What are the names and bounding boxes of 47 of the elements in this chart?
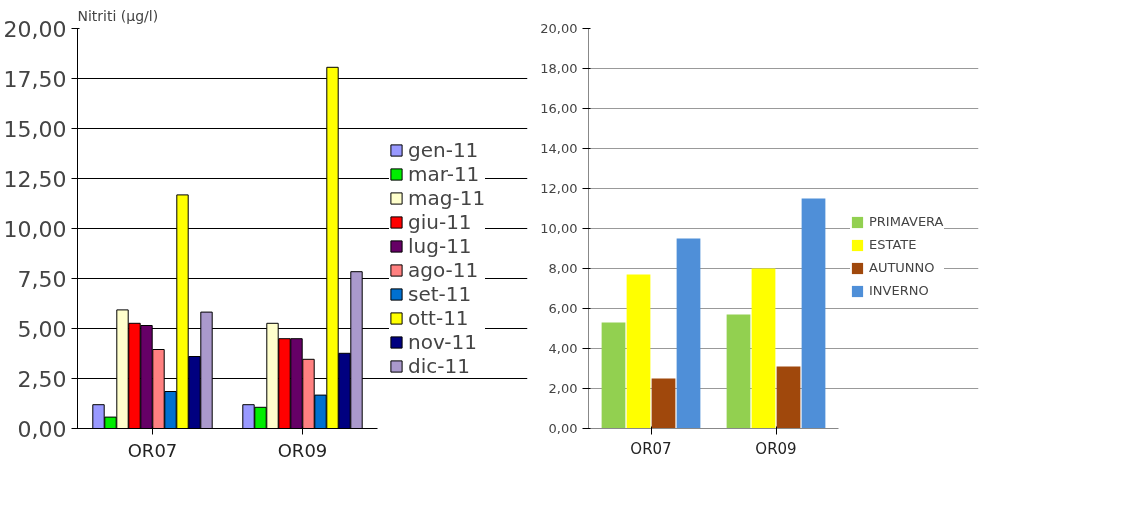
x-tick-label: OR07 <box>127 439 178 461</box>
legend-label: ESTATE <box>869 237 917 252</box>
x-tick-label: OR09 <box>755 439 797 458</box>
y-tick-label: 4,00 <box>548 341 578 356</box>
y-tick-label: 0,00 <box>548 421 578 436</box>
legend-label: ott-11 <box>408 306 469 330</box>
y-tick-label: 6,00 <box>548 301 578 316</box>
y-tick-label: 15,00 <box>3 116 67 142</box>
bar <box>776 366 801 429</box>
y-tick-label: 2,50 <box>17 366 67 392</box>
legend-label: ago-11 <box>408 258 479 282</box>
bar <box>726 314 751 429</box>
y-tick-label: 17,50 <box>3 66 67 92</box>
legend-label: PRIMAVERA <box>869 214 944 229</box>
y-tick-label: 2,00 <box>548 381 578 396</box>
legend-label: mag-11 <box>408 186 486 210</box>
legend-label: INVERNO <box>869 283 929 298</box>
bar <box>626 274 651 429</box>
y-tick-label: 18,00 <box>540 61 578 76</box>
y-tick-label: 8,00 <box>548 261 578 276</box>
legend-label: AUTUNNO <box>869 260 935 275</box>
legend-label: mar-11 <box>408 162 480 186</box>
legend-label: giu-11 <box>408 210 472 234</box>
bar <box>651 378 676 429</box>
y-tick-label: 12,00 <box>540 181 578 196</box>
y-tick-label: 7,50 <box>17 266 67 292</box>
y-tick-label: 14,00 <box>540 141 578 156</box>
y-tick-label: 16,00 <box>540 101 578 116</box>
bar <box>676 238 701 429</box>
legend-label: lug-11 <box>408 234 472 258</box>
y-tick-label: 5,00 <box>17 316 67 342</box>
bar <box>601 322 626 429</box>
y-tick-label: 20,00 <box>3 16 67 42</box>
chart-title: Nitriti (µg/l) <box>77 7 159 24</box>
legend-label: nov-11 <box>408 330 477 354</box>
y-tick-label: 20,00 <box>540 21 578 36</box>
legend-label: dic-11 <box>408 354 470 378</box>
x-tick-label: OR07 <box>630 439 672 458</box>
bar <box>801 198 826 429</box>
y-tick-label: 12,50 <box>3 166 67 192</box>
y-tick-label: 10,00 <box>3 216 67 242</box>
y-tick-label: 10,00 <box>540 221 578 236</box>
y-tick-label: 0,00 <box>17 416 67 442</box>
x-tick-label: OR09 <box>277 439 328 461</box>
legend-label: gen-11 <box>408 138 479 162</box>
bar <box>751 268 776 429</box>
legend-label: set-11 <box>408 282 472 306</box>
